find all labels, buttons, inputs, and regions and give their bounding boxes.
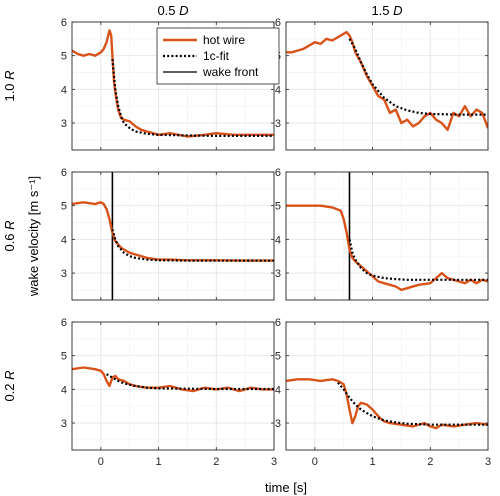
y-tick-label: 6 [61,167,67,179]
row-title-unit: R [2,370,17,379]
x-axis-label: time [s] [265,480,307,495]
x-tick-label: 1 [156,456,162,468]
y-axis-label: wake velocity [m s⁻¹] [26,176,41,297]
column-title-unit: D [393,3,402,18]
hot-wire-line [72,366,274,393]
y-tick-label: 3 [61,418,67,430]
fit-line [106,373,274,391]
fit-line [348,239,488,281]
y-tick-label: 5 [275,201,281,213]
axes-frame [71,321,275,451]
hot-wire-line [286,378,488,430]
y-tick-label: 3 [61,268,67,280]
x-tick-label: 3 [485,456,491,468]
titles-layer: 0.5 D 1.5 D1.0 R0.6 R0.2 R [2,3,403,402]
row-title-unit: R [2,220,17,229]
x-tick-label: 3 [271,456,277,468]
y-tick-label: 5 [61,201,67,213]
y-tick-label: 5 [61,351,67,363]
legend-label: 1c-fit [203,49,230,63]
x-tick-label: 2 [213,456,219,468]
hot-wire-line [286,30,488,132]
plot-area [286,322,488,450]
y-tick-label: 4 [275,84,281,96]
column-title-value: 0.5 [157,3,179,18]
row-title: 1.0 R [2,70,17,101]
axes-frame [285,171,489,301]
y-tick-label: 6 [275,17,281,29]
y-tick-label: 4 [61,234,67,246]
x-tick-label: 0 [312,456,318,468]
y-tick-label: 3 [61,118,67,130]
y-tick-label: 4 [275,234,281,246]
y-tick-label: 6 [61,317,67,329]
column-title: 1.5 D [371,3,402,18]
y-tick-label: 4 [61,384,67,396]
legend-label: hot wire [203,33,245,47]
y-tick-label: 4 [61,84,67,96]
plot-area [72,172,274,300]
column-title-unit: D [179,3,188,18]
y-tick-label: 3 [275,268,281,280]
axes-frame [71,171,275,301]
panels-layer: 34563456345634563456012334560123hot wire… [61,17,491,468]
panel-1-1: 3 4 5 6 [275,167,489,301]
y-tick-label: 3 [275,118,281,130]
hot-wire-line [286,204,488,292]
y-tick-label: 5 [61,51,67,63]
row-title: 0.6 R [2,220,17,251]
x-tick-label: 0 [98,456,104,468]
row-title-unit: R [2,70,17,79]
y-tick-label: 5 [275,351,281,363]
row-title: 0.2 R [2,370,17,401]
x-tick-label: 2 [427,456,433,468]
panel-2-0: 3 4 5 6 0 1 2 3 [61,317,277,468]
panel-2-1: 3 4 5 6 0 1 2 3 [275,317,491,468]
axes-frame [71,21,275,151]
fit-line [111,228,274,262]
x-tick-label: 1 [370,456,376,468]
column-title: 0.5 D [157,3,188,18]
axes-frame [285,21,489,151]
row-title-value: 0.2 [2,380,17,402]
fit-line [111,58,274,137]
y-tick-label: 6 [61,17,67,29]
panel-1-0: 3 4 5 6 [61,167,275,301]
y-tick-label: 3 [275,418,281,430]
fit-line [348,38,488,116]
row-title-value: 0.6 [2,230,17,252]
plot-area [286,22,488,150]
legend: hot wire 1c-fit wake front [156,27,280,85]
y-tick-label: 6 [275,167,281,179]
column-title-value: 1.5 [371,3,393,18]
y-tick-label: 6 [275,317,281,329]
y-tick-label: 4 [275,384,281,396]
axes-frame [285,321,489,451]
legend-label: wake front [202,65,259,79]
row-title-value: 1.0 [2,80,17,102]
